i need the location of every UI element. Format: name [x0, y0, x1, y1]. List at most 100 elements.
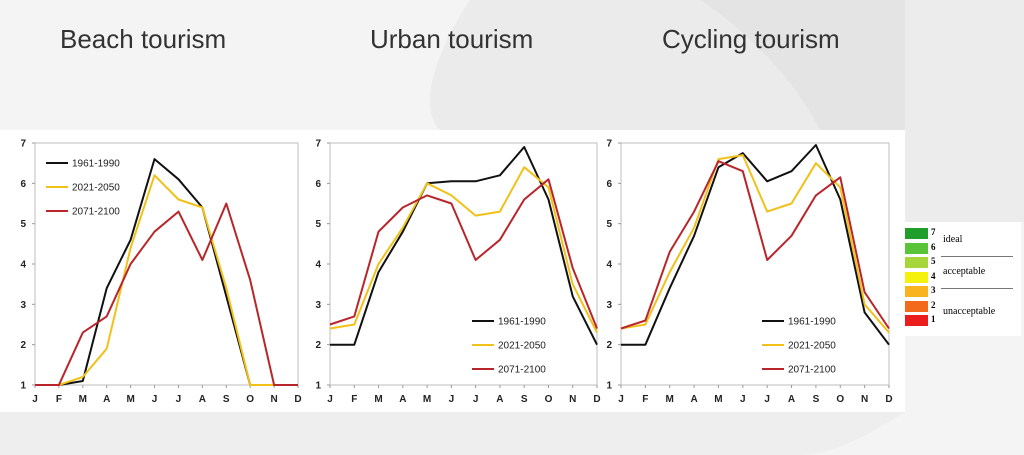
scale-item-2: 2	[905, 300, 1015, 313]
charts-area: 1 2 3 4 5 6 7 J F M A M J J A S O N D 1961-1990 2021-2050 207…	[20, 139, 892, 406]
legend-label-2021-2050: 2021-2050	[72, 183, 120, 194]
y-tick-label: 5	[606, 219, 612, 230]
y-tick-label: 3	[315, 300, 321, 311]
y-tick-label: 5	[315, 219, 321, 230]
x-tick-label: O	[545, 394, 553, 405]
x-tick-label: A	[399, 394, 406, 405]
scale-swatch	[905, 257, 928, 268]
x-tick-label: A	[690, 394, 697, 405]
y-tick-label: 3	[606, 300, 612, 311]
x-tick-label: S	[813, 394, 820, 405]
x-tick-label: F	[351, 394, 357, 405]
scale-value: 2	[931, 299, 936, 310]
scale-item-6: 6	[905, 242, 1015, 255]
legend-label-2071-2100: 2071-2100	[498, 365, 546, 376]
chart-title-beach: Beach tourism	[60, 24, 227, 54]
legend-label-1961-1990: 1961-1990	[72, 159, 120, 170]
x-tick-label: A	[103, 394, 110, 405]
y-tick-label: 7	[606, 139, 612, 150]
chart-legend: 1961-1990 2021-2050 2071-2100	[762, 317, 836, 376]
y-tick-label: 2	[315, 340, 321, 351]
x-tick-label: M	[666, 394, 674, 405]
chart-legend: 1961-1990 2021-2050 2071-2100	[46, 159, 120, 218]
scale-swatch	[905, 228, 928, 239]
y-tick-label: 1	[315, 381, 321, 392]
scale-label-acceptable: acceptable	[943, 266, 986, 277]
y-tick-label: 4	[606, 260, 612, 271]
scale-value: 3	[931, 285, 936, 295]
scale-swatch	[905, 242, 928, 254]
scale-swatch	[905, 286, 928, 297]
y-tick-label: 1	[606, 381, 612, 392]
x-tick-label: O	[836, 394, 844, 405]
legend-label-1961-1990: 1961-1990	[788, 317, 836, 328]
x-tick-label: M	[126, 394, 134, 405]
scale-item-1: 1	[905, 314, 1015, 327]
x-tick-label: J	[449, 394, 455, 405]
y-tick-label: 2	[20, 340, 26, 351]
x-tick-label: M	[423, 394, 431, 405]
scale-value: 4	[931, 270, 936, 281]
scale-item-7: 7	[905, 227, 1015, 240]
scale-value: 5	[931, 256, 936, 266]
chart-cycling-tourism: 1 2 3 4 5 6 7 J F M A M J J A S O N D 1961-1990 2021-2050 207…	[606, 139, 892, 406]
y-tick-label: 6	[20, 179, 26, 190]
x-tick-label: N	[569, 394, 576, 405]
chart-legend: 1961-1990 2021-2050 2071-2100	[472, 317, 546, 376]
x-tick-label: D	[885, 394, 892, 405]
series-line-2071-2100	[329, 178, 598, 329]
x-tick-label: J	[327, 394, 333, 405]
y-tick-label: 3	[20, 300, 26, 311]
legend-label-2021-2050: 2021-2050	[788, 341, 836, 352]
x-tick-label: M	[374, 394, 382, 405]
series-line-2021-2050	[620, 154, 890, 334]
scale-item-5: 5	[905, 256, 1015, 269]
y-tick-label: 4	[20, 260, 26, 271]
scale-divider	[941, 288, 1013, 289]
legend-label-1961-1990: 1961-1990	[498, 317, 546, 328]
y-tick-label: 5	[20, 219, 26, 230]
x-tick-label: D	[294, 394, 301, 405]
chart-title-cycling: Cycling tourism	[662, 24, 840, 54]
chart-title-urban: Urban tourism	[370, 24, 534, 54]
y-tick-label: 4	[315, 260, 321, 271]
suitability-scale-legend: 7 6 5 4 3 2 1 ideal acceptable unacceptable	[903, 222, 1021, 336]
x-tick-label: F	[56, 394, 62, 405]
series-line-2021-2050	[35, 174, 298, 386]
scale-item-3: 3	[905, 285, 1015, 298]
x-tick-label: N	[270, 394, 277, 405]
x-tick-label: J	[618, 394, 624, 405]
y-tick-label: 6	[315, 179, 321, 190]
chart-strip	[0, 130, 905, 412]
x-tick-label: A	[496, 394, 503, 405]
x-tick-label: J	[764, 394, 770, 405]
series-line-2021-2050	[329, 166, 598, 334]
x-tick-label: D	[593, 394, 600, 405]
scale-label-unacceptable: unacceptable	[943, 306, 996, 317]
y-tick-label: 1	[20, 381, 26, 392]
scale-swatch	[905, 315, 928, 326]
x-tick-label: J	[740, 394, 746, 405]
x-tick-label: N	[861, 394, 868, 405]
y-tick-label: 7	[315, 139, 321, 150]
scale-value: 6	[931, 241, 936, 252]
series-line-1961-1990	[621, 144, 890, 346]
scale-item-4: 4	[905, 271, 1015, 284]
y-tick-label: 7	[20, 139, 26, 150]
x-tick-label: J	[473, 394, 479, 405]
series-line-2071-2100	[35, 202, 298, 386]
legend-label-2071-2100: 2071-2100	[788, 365, 836, 376]
series-line-2071-2100	[620, 160, 890, 330]
scale-label-ideal: ideal	[943, 234, 963, 245]
chart-urban-tourism: 1 2 3 4 5 6 7 J F M A M J J A S O N D 1961-1990 2021-2050 207…	[315, 139, 600, 406]
x-tick-label: S	[223, 394, 230, 405]
x-tick-label: A	[788, 394, 795, 405]
x-tick-label: S	[521, 394, 528, 405]
series-line-1961-1990	[330, 146, 598, 346]
scale-value: 1	[931, 314, 936, 324]
x-tick-label: J	[152, 394, 158, 405]
scale-divider	[941, 256, 1013, 257]
y-tick-label: 6	[606, 179, 612, 190]
y-tick-label: 2	[606, 340, 612, 351]
